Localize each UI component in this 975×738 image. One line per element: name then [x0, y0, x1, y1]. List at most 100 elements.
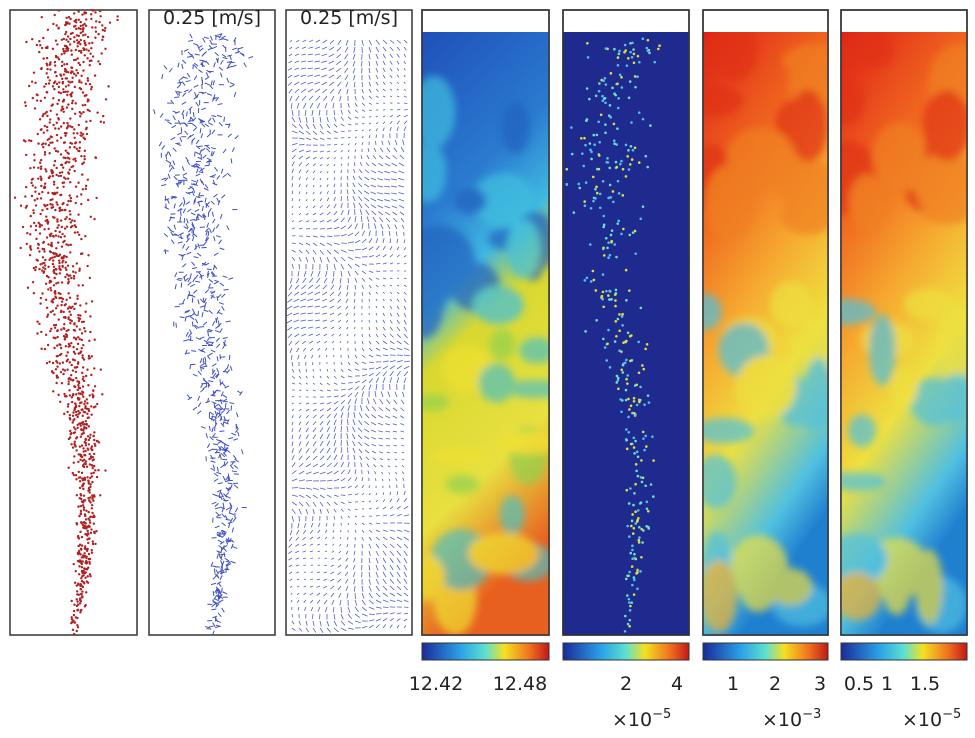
blob: [690, 294, 722, 331]
particle: [641, 481, 644, 484]
particle: [617, 377, 620, 380]
particle: [88, 42, 90, 44]
vector: [225, 403, 226, 408]
particle: [82, 391, 84, 393]
particle: [590, 280, 593, 283]
particle: [629, 80, 632, 83]
particle: [584, 330, 587, 333]
particle: [48, 259, 50, 261]
particle: [51, 198, 53, 200]
blob: [921, 203, 972, 224]
particle: [88, 553, 90, 555]
particle: [76, 494, 78, 496]
particle: [60, 328, 62, 330]
particle: [73, 409, 75, 411]
particle: [628, 96, 631, 99]
particle: [606, 161, 609, 164]
particle: [595, 186, 598, 189]
particle: [84, 515, 86, 517]
particle: [80, 155, 82, 157]
particle: [636, 571, 639, 574]
particle: [97, 60, 99, 62]
particle: [72, 100, 74, 102]
particle: [49, 118, 51, 120]
particle: [79, 115, 81, 117]
particle: [633, 527, 636, 530]
particle: [619, 163, 622, 166]
particle: [51, 136, 53, 138]
particle: [87, 77, 89, 79]
particle: [80, 238, 82, 240]
particle: [92, 55, 94, 57]
multiplier-exponent: −3: [802, 707, 821, 722]
particle: [649, 124, 652, 127]
particle: [90, 374, 92, 376]
particle: [642, 37, 645, 40]
particle: [618, 192, 621, 195]
colorbar-tick-label: 3: [814, 673, 826, 695]
particle: [77, 213, 79, 215]
particle: [599, 206, 602, 209]
particle: [43, 241, 45, 243]
particle: [79, 338, 81, 340]
particle: [54, 230, 56, 232]
particle: [91, 393, 93, 395]
particle: [80, 455, 82, 457]
particle: [634, 252, 637, 255]
particle: [58, 127, 60, 129]
blob: [851, 26, 895, 69]
particle: [633, 400, 636, 403]
particle: [60, 297, 62, 299]
particle: [70, 307, 72, 309]
particle: [595, 319, 598, 322]
particle: [629, 360, 632, 363]
particle: [78, 422, 80, 424]
particle: [84, 405, 86, 407]
particle: [86, 534, 88, 536]
particle: [39, 223, 41, 225]
particle: [24, 101, 26, 103]
particle: [67, 278, 69, 280]
particle: [634, 440, 637, 443]
particle: [620, 160, 623, 163]
particle: [75, 186, 77, 188]
particle: [41, 292, 43, 294]
particle: [599, 193, 602, 196]
particle: [52, 171, 54, 173]
particle: [64, 135, 66, 137]
particle: [73, 308, 75, 310]
multiplier-base: ×10: [902, 709, 942, 731]
particle: [26, 232, 28, 234]
vector: [199, 60, 204, 61]
particle: [43, 131, 45, 133]
particle: [100, 52, 102, 54]
particle: [604, 131, 607, 134]
particle: [621, 371, 624, 374]
blob: [507, 219, 540, 279]
particle: [68, 380, 70, 382]
particle: [44, 348, 46, 350]
particle: [617, 107, 620, 110]
particle: [642, 368, 645, 371]
particle: [70, 277, 72, 279]
particle: [88, 511, 90, 513]
particle: [650, 483, 653, 486]
particle: [87, 408, 89, 410]
particle: [81, 173, 83, 175]
particle: [35, 225, 37, 227]
particle: [61, 281, 63, 283]
particle: [101, 393, 103, 395]
particle: [633, 452, 636, 455]
particle: [116, 15, 118, 17]
particle: [67, 90, 69, 92]
particle: [38, 268, 40, 270]
particle: [56, 113, 58, 115]
particle: [69, 18, 71, 20]
particle: [83, 527, 85, 529]
vector: [224, 289, 229, 290]
particle: [58, 343, 60, 345]
particle: [75, 570, 77, 572]
particle: [627, 398, 630, 401]
particle: [88, 425, 90, 427]
vector: [199, 327, 204, 328]
